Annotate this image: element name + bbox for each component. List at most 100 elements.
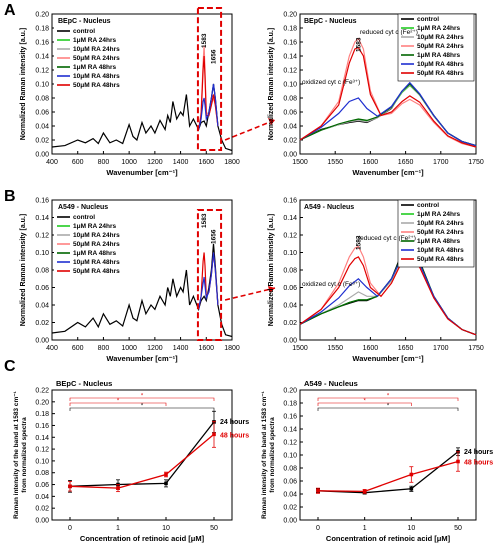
chart-a-full-ytick-label: 0.14 (35, 54, 49, 61)
chart-c-bepc-sig-star: * (117, 399, 120, 405)
chart-b-zoom-ytick-label: 0.16 (283, 198, 297, 205)
chart-b-zoom-ytick-label: 0.10 (283, 250, 297, 257)
chart-b-full-series-line (51, 243, 233, 338)
chart-c-a549-series-label: 48 hours (464, 460, 493, 467)
chart-b-full-ytick-label: 0.04 (35, 303, 49, 310)
chart-b-full-ytick-label: 0.14 (35, 215, 49, 222)
zoom-box-a (196, 7, 223, 151)
chart-c-a549-point (456, 459, 460, 464)
legend-b-full-entry: 1μM RA 48hrs (73, 250, 116, 257)
legend-b-full-entry: control (73, 214, 95, 221)
chart-b-full-ytick-label: 0.12 (35, 233, 49, 240)
chart-b-full-xtick-label: 400 (46, 345, 58, 352)
chart-a-zoom-ytick-label: 0.02 (283, 138, 297, 145)
chart-a-zoom-ytick-label: 0.14 (283, 54, 297, 61)
chart-a-zoom-xtick-label: 1650 (398, 159, 414, 166)
chart-a-full-xtick-label: 400 (46, 159, 58, 166)
chart-c-a549-ytick-label: 0.18 (283, 401, 297, 408)
chart-b-zoom-xtick-label: 1550 (327, 345, 343, 352)
chart-c-a549-ytick-label: 0.10 (283, 453, 297, 460)
chart-b-zoom-xtick-label: 1600 (363, 345, 379, 352)
legend-a-zoom-entry: 10μM RA 24hrs (417, 34, 464, 41)
chart-a-full-ytick-label: 0.18 (35, 26, 49, 33)
legend-a-zoom: control 1μM RA 24hrs 10μM RA 24hrs 50μM RA … (397, 13, 475, 82)
chart-a-zoom-xlabel: Wavenumber [cm⁻¹] (352, 168, 424, 177)
chart-c-bepc-point (164, 481, 168, 486)
chart-b-full-xtick-label: 600 (72, 345, 84, 352)
chart-a-full-ytick-label: 0.16 (35, 40, 49, 47)
chart-b-full-xtick-label: 1800 (224, 345, 240, 352)
chart-b-full-ytick-label: 0.00 (35, 338, 49, 345)
legend-b-zoom-entry: 10μM RA 48hrs (417, 247, 464, 254)
chart-c-bepc-ytick-label: 0.10 (35, 458, 49, 465)
legend-a-full-entry: 10μM RA 24hrs (73, 46, 120, 53)
chart-c-bepc-series-line (69, 421, 215, 487)
chart-b-zoom-xtick-label: 1650 (398, 345, 414, 352)
zoom-arrow-b (224, 287, 276, 301)
chart-c-bepc-point (68, 484, 72, 489)
chart-b-zoom-ytick-label: 0.14 (283, 215, 297, 222)
chart-c-bepc-sig-bracket (69, 397, 215, 401)
chart-c-a549-sig-star: * (387, 394, 390, 400)
chart-b-full-ytick-label: 0.08 (35, 268, 49, 275)
chart-a-full-series-line (198, 83, 219, 130)
chart-a-full-axes: 0.00 0.02 0.04 0.06 0.08 0.10 0.12 0.14 0.16 0.18… (20, 12, 240, 178)
legend-a-zoom-entry: 1μM RA 48hrs (417, 52, 460, 59)
legend-b-full-entry: 10μM RA 48hrs (73, 259, 120, 266)
chart-b-full-xtick-label: 1600 (198, 345, 214, 352)
chart-a-zoom-ylabel: Normalized Raman intensity [a.u.] (268, 28, 275, 140)
annotation-reduced-a: reduced cyt c (Fe²⁺) (360, 29, 418, 36)
chart-c-a549-ytick-label: 0.04 (283, 492, 297, 499)
chart-b-zoom-xlabel: Wavenumber [cm⁻¹] (352, 354, 424, 363)
chart-a-full-ytick-label: 0.06 (35, 110, 49, 117)
chart-c-a549-series-line (317, 460, 459, 493)
chart-b-full-xlabel: Wavenumber [cm⁻¹] (106, 354, 178, 363)
chart-b-full-series-line (198, 252, 219, 310)
legend-b-zoom-entry: 10μM RA 24hrs (417, 220, 464, 227)
chart-c-bepc-frame (51, 389, 233, 521)
chart-c-a549-point (316, 488, 320, 493)
chart-c-a549-xtick-label: 0 (316, 525, 320, 532)
chart-c-a549-series-line (317, 451, 459, 494)
legend-a-zoom-entry: 10μM RA 48hrs (417, 61, 464, 68)
legend-a-zoom-entry: 50μM RA 48hrs (417, 70, 464, 77)
chart-c-a549-ylabel: Raman intensity of the band at 1583 cm⁻¹ (261, 391, 268, 519)
chart-c-bepc-sig-bracket (69, 407, 215, 411)
panel-letter-a: A (4, 2, 16, 19)
chart-a-full-xtick-label: 1200 (147, 159, 163, 166)
chart-c-bepc-ytick-label: 0.12 (35, 447, 49, 454)
chart-c-bepc-ytick-label: 0.16 (35, 423, 49, 430)
legend-a-full-entry: 50μM RA 24hrs (73, 55, 120, 62)
chart-b-full-ytick-label: 0.16 (35, 198, 49, 205)
chart-b-zoom-series-line (299, 253, 477, 336)
chart-a-zoom-axes: 0.00 0.02 0.04 0.06 0.08 0.10 0.12 0.14 0.16 0.18… (268, 12, 484, 178)
legend-a-full-entry: 10μM RA 48hrs (73, 73, 120, 80)
chart-c-bepc-ytick-label: 0.02 (35, 506, 49, 513)
zoom-arrow-a (224, 119, 276, 141)
chart-c-a549-ytick-label: 0.08 (283, 466, 297, 473)
legend-a-full-entry: control (73, 28, 95, 35)
chart-b-full-xtick-label: 1200 (147, 345, 163, 352)
chart-b-zoom-axes: 0.00 0.02 0.04 0.06 0.08 0.10 0.12 0.14 0.16 1500… (268, 198, 484, 364)
chart-c-a549-xtick-label: 1 (363, 525, 367, 532)
chart-c-bepc-xlabel: Concentration of retinoic acid [μM] (80, 534, 205, 543)
chart-b-zoom-xtick-label: 1700 (433, 345, 449, 352)
chart-a-full-ytick-label: 0.04 (35, 124, 49, 131)
chart-b-zoom-xtick-label: 1500 (292, 345, 308, 352)
legend-a-full: control 1μM RA 24hrs 10μM RA 24hrs 50μM RA … (54, 26, 130, 93)
chart-c-bepc-point (212, 432, 216, 437)
chart-a-zoom-ytick-label: 0.16 (283, 40, 297, 47)
chart-b-zoom-ytick-label: 0.08 (283, 268, 297, 275)
chart-c-a549-xtick-label: 50 (454, 525, 462, 532)
chart-c-a549-sig-star: * (363, 399, 366, 405)
chart-b-full-peak-label: 1583 (201, 213, 208, 228)
chart-a-full-ylabel: Normalized Raman intensity [a.u.] (20, 28, 27, 140)
chart-b-zoom-xtick-label: 1750 (468, 345, 484, 352)
chart-a-full-peak-label: 1656 (210, 49, 217, 64)
legend-b-zoom-entry: 50μM RA 48hrs (417, 256, 464, 263)
chart-a-zoom-ytick-label: 0.12 (283, 68, 297, 75)
annotation-reduced-b: reduced cyt c (Fe²⁺) (358, 235, 416, 242)
legend-b-full: control 1μM RA 24hrs 10μM RA 24hrs 50μM RA … (54, 212, 130, 279)
chart-a-full-xtick-label: 600 (72, 159, 84, 166)
chart-c-a549-series-label: 24 hours (464, 449, 493, 456)
